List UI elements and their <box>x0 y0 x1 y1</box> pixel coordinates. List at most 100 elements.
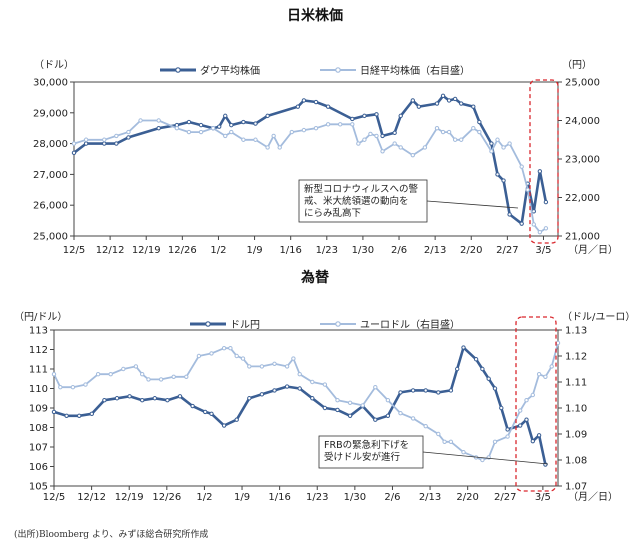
data-point <box>543 226 549 231</box>
data-point <box>217 124 222 129</box>
data-point <box>555 340 561 346</box>
data-point <box>507 212 512 217</box>
callout-leader <box>422 451 549 465</box>
x-tick-label: 1/23 <box>306 492 328 503</box>
data-point <box>114 141 119 146</box>
data-point <box>446 129 452 135</box>
data-point <box>350 122 355 127</box>
data-point <box>127 394 132 399</box>
x-tick-label: 12/12 <box>77 492 106 503</box>
data-point <box>473 357 479 362</box>
data-point <box>440 93 446 99</box>
data-point <box>184 374 189 379</box>
chart-title: 日米株価 <box>287 7 343 24</box>
data-point <box>471 104 476 109</box>
data-point <box>356 141 361 146</box>
x-tick-label: 2/27 <box>494 492 516 503</box>
x-tick-label: 2/13 <box>424 245 446 256</box>
data-point <box>64 413 69 418</box>
data-point <box>301 98 307 103</box>
left-tick-label: 110 <box>29 384 48 395</box>
right-tick-label: 1.10 <box>565 404 587 415</box>
data-point <box>325 122 331 127</box>
data-point <box>284 384 290 389</box>
data-point <box>335 398 340 403</box>
data-point <box>362 113 367 119</box>
data-point <box>177 394 183 399</box>
legend: ドル円 ユーロドル（右目盛） <box>190 318 460 331</box>
chart-title: 為替 <box>300 269 330 286</box>
data-point <box>272 388 277 393</box>
data-point <box>240 356 246 361</box>
data-point <box>461 450 466 455</box>
data-point <box>259 392 265 397</box>
data-point <box>422 145 428 150</box>
data-point <box>495 137 500 142</box>
data-point <box>480 366 485 372</box>
x-tick-label: 2/6 <box>391 245 407 256</box>
data-point <box>253 121 258 126</box>
left-tick-label: 112 <box>29 345 48 356</box>
x-tick-label: 2/13 <box>419 492 441 503</box>
data-point <box>385 398 391 403</box>
data-point <box>505 427 510 432</box>
callout-text: FRBの緊急利下げを <box>324 439 409 451</box>
right-axis-unit: （円） <box>562 59 592 71</box>
data-point <box>385 413 391 418</box>
plot-frame <box>53 329 559 487</box>
data-point <box>156 126 161 131</box>
data-point <box>83 137 89 142</box>
x-tick-label: 1/2 <box>210 245 226 256</box>
right-tick-label: 21,000 <box>565 232 600 243</box>
data-point <box>518 408 523 413</box>
legend-marker <box>335 67 341 73</box>
data-point <box>241 137 246 142</box>
data-point <box>114 396 120 401</box>
data-point <box>486 376 491 381</box>
right-tick-label: 22,000 <box>565 193 600 204</box>
data-point <box>440 129 446 135</box>
data-point <box>374 133 379 139</box>
left-axis-unit: （ドル） <box>34 59 74 71</box>
data-point <box>114 133 119 139</box>
legend-label: ドル円 <box>230 320 260 331</box>
data-point <box>410 98 415 103</box>
data-point <box>322 405 328 411</box>
left-tick-label: 109 <box>29 404 48 415</box>
legend-marker <box>175 67 181 73</box>
left-tick-label: 111 <box>29 365 48 376</box>
right-tick-label: 1.13 <box>565 326 587 337</box>
data-point <box>102 137 107 142</box>
left-tick-label: 28,000 <box>33 139 68 150</box>
right-tick-label: 1.11 <box>565 378 587 389</box>
data-point <box>140 398 145 403</box>
x-axis-suffix: （月／日） <box>568 491 618 503</box>
data-point <box>138 118 143 123</box>
data-point <box>543 199 549 205</box>
callout-leader <box>426 200 519 209</box>
data-point <box>459 101 464 106</box>
x-tick-label: 1/30 <box>352 245 374 256</box>
data-point <box>247 396 252 401</box>
x-tick-label: 2/20 <box>460 245 482 256</box>
data-point <box>325 104 331 109</box>
legend: ダウ平均株価 日経平均株価（右目盛） <box>160 64 470 77</box>
data-point <box>452 137 458 142</box>
data-point <box>83 141 89 146</box>
data-point <box>524 417 529 422</box>
data-point <box>297 372 302 377</box>
data-point <box>392 130 397 136</box>
data-point <box>265 145 270 150</box>
data-point <box>289 129 294 135</box>
data-point <box>398 145 403 150</box>
data-point <box>410 416 416 421</box>
data-point <box>259 364 265 369</box>
data-point <box>271 133 276 139</box>
legend-label: 日経平均株価（右目盛） <box>360 64 470 77</box>
data-point <box>277 145 282 150</box>
data-point <box>313 126 319 131</box>
x-tick-label: 2/27 <box>496 245 518 256</box>
data-point <box>360 403 365 408</box>
data-point <box>221 346 227 351</box>
